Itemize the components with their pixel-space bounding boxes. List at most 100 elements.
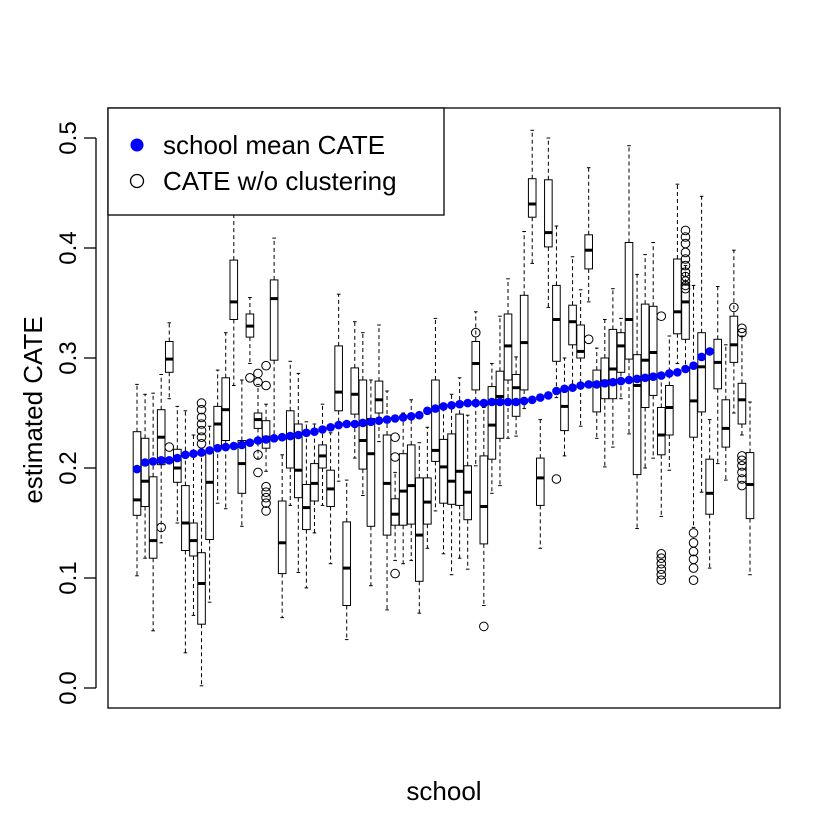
school-box [302,421,311,589]
school-mean-point [310,427,319,437]
outlier-point [551,474,562,484]
school-mean-point [568,383,577,393]
school-box [245,297,255,383]
outlier-point [680,238,691,249]
school-box [729,249,739,414]
school-mean-point [132,464,142,474]
school-mean-point [552,386,561,396]
school-mean-point [253,436,263,445]
school-box [423,426,432,549]
iqr-box [164,341,174,373]
school-box [592,347,602,439]
school-box [705,419,714,569]
school-mean-point [681,364,690,374]
iqr-box [140,437,150,507]
school-box [745,401,755,576]
school-mean-point [398,413,408,422]
school-mean-point [285,431,295,441]
school-box [551,225,562,484]
school-box [503,278,513,439]
school-mean-point [156,456,166,465]
school-box [576,289,585,427]
school-mean-point [406,412,416,421]
x-axis-label: school [406,776,481,806]
school-box [624,145,634,435]
outlier-point [656,558,667,569]
school-box [463,414,472,570]
iqr-box [197,552,206,625]
school-box [221,332,231,510]
school-box [511,356,521,437]
school-box [358,332,368,496]
outlier-point [680,232,691,242]
iqr-box [705,458,714,515]
school-box [535,419,545,549]
iqr-box [390,498,400,526]
school-box [656,311,667,586]
iqr-box [616,332,626,373]
outlier-point [261,481,271,492]
legend-label-no-clustering: CATE w/o clustering [163,166,397,196]
school-box [156,374,166,544]
iqr-box [640,303,650,409]
outlier-point [196,432,207,443]
outlier-point [245,373,255,383]
outlier-point [688,575,699,586]
school-mean-point [148,457,158,466]
iqr-box [527,178,537,218]
school-mean-point [673,368,682,377]
outlier-point [680,247,691,258]
school-box [132,383,142,577]
iqr-box [455,413,464,506]
school-box [455,377,464,559]
school-mean-point [640,373,650,383]
iqr-box [213,405,222,448]
school-mean-point [423,406,432,416]
school-mean-point [189,449,198,459]
school-box [374,324,384,443]
legend-marker-mean [130,138,144,152]
school-mean-point [318,425,327,434]
school-mean-points [132,347,714,474]
outlier-point [261,498,271,509]
iqr-box [576,324,585,359]
school-mean-point [439,402,448,411]
iqr-box [487,386,497,460]
iqr-box [511,374,521,417]
iqr-box [148,476,158,559]
outlier-point [680,225,691,236]
school-mean-point [479,398,489,408]
outlier-point [680,267,691,278]
outlier-point [261,506,271,516]
school-mean-point [334,420,343,430]
school-box [294,372,303,573]
school-mean-point [455,399,464,409]
outlier-point [390,568,400,579]
outlier-point [680,271,691,282]
school-mean-point [656,371,666,380]
outlier-point [656,553,667,564]
outlier-point [680,260,691,271]
iqr-box [560,388,569,432]
school-mean-point [415,410,424,420]
school-box [665,335,674,471]
school-mean-point [382,415,392,424]
school-box [519,231,529,410]
school-mean-point [624,375,634,385]
outlier-point [390,452,400,462]
iqr-box [568,304,577,346]
school-mean-point [697,352,706,362]
school-mean-point [463,398,472,408]
school-mean-point [205,446,214,455]
school-box [721,344,731,481]
outlier-point [156,522,166,533]
iqr-box [632,354,642,476]
school-mean-point [576,381,585,390]
school-mean-point [648,372,658,382]
school-box [205,425,214,603]
school-mean-point [390,414,400,423]
school-box [390,432,400,579]
iqr-box [544,179,553,248]
school-mean-point [560,384,569,394]
school-mean-point [535,393,545,402]
